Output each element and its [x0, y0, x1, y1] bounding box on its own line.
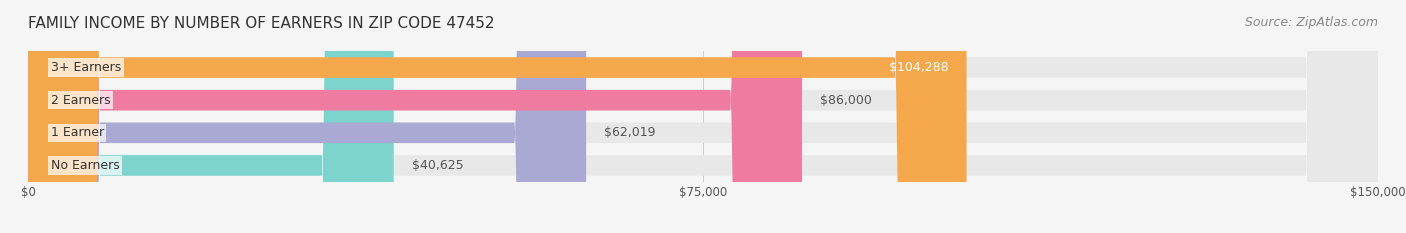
FancyBboxPatch shape	[28, 0, 394, 233]
FancyBboxPatch shape	[28, 0, 1378, 233]
Text: 2 Earners: 2 Earners	[51, 94, 110, 107]
Text: 1 Earner: 1 Earner	[51, 126, 104, 139]
Text: Source: ZipAtlas.com: Source: ZipAtlas.com	[1244, 16, 1378, 29]
FancyBboxPatch shape	[28, 0, 1378, 233]
Text: $40,625: $40,625	[412, 159, 464, 172]
Text: 3+ Earners: 3+ Earners	[51, 61, 121, 74]
FancyBboxPatch shape	[28, 0, 1378, 233]
FancyBboxPatch shape	[28, 0, 966, 233]
Text: $86,000: $86,000	[820, 94, 872, 107]
FancyBboxPatch shape	[28, 0, 801, 233]
Text: $62,019: $62,019	[605, 126, 655, 139]
Text: FAMILY INCOME BY NUMBER OF EARNERS IN ZIP CODE 47452: FAMILY INCOME BY NUMBER OF EARNERS IN ZI…	[28, 16, 495, 31]
Text: No Earners: No Earners	[51, 159, 120, 172]
FancyBboxPatch shape	[28, 0, 1378, 233]
FancyBboxPatch shape	[28, 0, 586, 233]
Text: $104,288: $104,288	[889, 61, 949, 74]
